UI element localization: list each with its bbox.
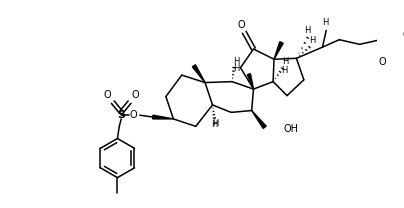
Polygon shape: [153, 115, 173, 119]
Polygon shape: [274, 42, 283, 59]
Text: H: H: [309, 36, 316, 45]
Text: H: H: [281, 66, 288, 75]
Polygon shape: [252, 110, 266, 129]
Text: O: O: [402, 30, 404, 40]
Text: H: H: [234, 64, 240, 73]
Text: O: O: [103, 90, 111, 100]
Text: O: O: [129, 110, 137, 120]
Text: H: H: [212, 119, 219, 128]
Text: O: O: [131, 90, 139, 100]
Polygon shape: [247, 74, 254, 89]
Polygon shape: [192, 65, 205, 83]
Text: O: O: [238, 20, 245, 30]
Text: O: O: [378, 57, 386, 67]
Text: H: H: [211, 120, 218, 129]
Text: H: H: [322, 19, 328, 27]
Text: H: H: [282, 57, 288, 66]
Text: OH: OH: [283, 124, 298, 134]
Text: H: H: [233, 57, 239, 66]
Text: H: H: [304, 26, 311, 35]
Text: S: S: [117, 110, 125, 120]
